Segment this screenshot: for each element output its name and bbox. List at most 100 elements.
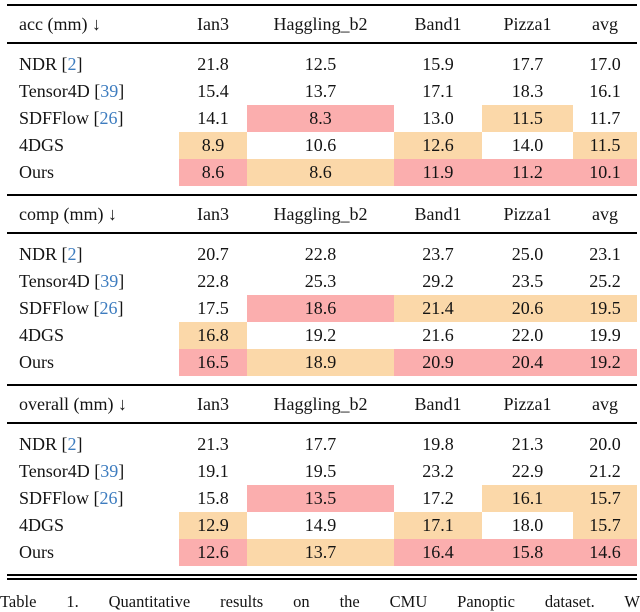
column-header: Haggling_b2 bbox=[273, 13, 368, 34]
table-row: Ours 16.5 18.9 20.9 20.4 19.2 bbox=[7, 349, 637, 376]
value-cell: 17.1 bbox=[394, 512, 482, 539]
method-cell: SDFFlow [26] bbox=[7, 295, 179, 322]
column-header: Band1 bbox=[414, 13, 462, 34]
column-header: Ian3 bbox=[197, 13, 229, 34]
method-name: SDFFlow bbox=[19, 108, 90, 128]
method-name: NDR bbox=[19, 244, 58, 264]
column-header: Pizza1 bbox=[503, 393, 552, 414]
method-cell: SDFFlow [26] bbox=[7, 105, 179, 132]
value-cell: 13.7 bbox=[304, 81, 337, 101]
value-cell: 20.4 bbox=[482, 349, 573, 376]
value-cell: 15.9 bbox=[422, 54, 454, 74]
header-rule bbox=[7, 42, 637, 44]
method-name: Tensor4D bbox=[19, 461, 90, 481]
value-cell: 11.5 bbox=[573, 132, 637, 159]
value-cell: 22.9 bbox=[511, 461, 544, 481]
value-cell: 15.8 bbox=[197, 488, 229, 508]
value-cell: 13.7 bbox=[247, 539, 394, 566]
value-cell: 13.5 bbox=[247, 485, 394, 512]
table-row: Ours 8.6 8.6 11.9 11.2 10.1 bbox=[7, 159, 637, 186]
cite-bracket-close: ] bbox=[76, 244, 83, 264]
value-cell: 23.5 bbox=[511, 271, 544, 291]
citation-link[interactable]: 39 bbox=[100, 461, 119, 481]
citation-link[interactable]: 39 bbox=[100, 271, 119, 291]
value-cell: 17.5 bbox=[197, 298, 229, 318]
method-name: NDR bbox=[19, 54, 58, 74]
cite-bracket-open: [ bbox=[89, 271, 101, 291]
value-cell: 11.9 bbox=[394, 159, 482, 186]
value-cell: 15.7 bbox=[573, 485, 637, 512]
value-cell: 20.0 bbox=[589, 434, 621, 454]
method-name: 4DGS bbox=[19, 135, 65, 155]
method-name: 4DGS bbox=[19, 515, 65, 535]
column-header: Ian3 bbox=[197, 203, 229, 224]
value-cell: 22.8 bbox=[197, 271, 229, 291]
citation-link[interactable]: 2 bbox=[67, 244, 77, 264]
value-cell: 17.2 bbox=[422, 488, 454, 508]
table-body: NDR [2] 21.8 12.5 15.9 17.7 17.0 Tensor4D [39]… bbox=[7, 44, 637, 194]
value-cell: 18.6 bbox=[247, 295, 394, 322]
header-row: comp (mm) ↓ Ian3 Haggling_b2 Band1 Pizza1 avg bbox=[7, 196, 637, 232]
value-cell: 22.8 bbox=[304, 244, 337, 264]
table-body: NDR [2] 20.7 22.8 23.7 25.0 23.1 Tensor4D [39]… bbox=[7, 234, 637, 384]
value-cell: 21.4 bbox=[394, 295, 482, 322]
citation-link[interactable]: 26 bbox=[99, 108, 118, 128]
cite-bracket-close: ] bbox=[117, 108, 124, 128]
method-name: Ours bbox=[19, 542, 54, 562]
method-cell: NDR [2] bbox=[7, 241, 179, 268]
value-cell: 17.7 bbox=[304, 434, 337, 454]
cite-bracket-close: ] bbox=[76, 54, 83, 74]
value-cell: 20.6 bbox=[482, 295, 573, 322]
column-header: Haggling_b2 bbox=[273, 203, 368, 224]
method-cell: NDR [2] bbox=[7, 431, 179, 458]
value-cell: 19.2 bbox=[304, 325, 337, 345]
value-cell: 14.1 bbox=[197, 108, 229, 128]
value-cell: 15.7 bbox=[573, 512, 637, 539]
header-row: acc (mm) ↓ Ian3 Haggling_b2 Band1 Pizza1 avg bbox=[7, 6, 637, 42]
table-row: 4DGS 12.9 14.9 17.1 18.0 15.7 bbox=[7, 512, 637, 539]
value-cell: 14.9 bbox=[304, 515, 337, 535]
citation-link[interactable]: 26 bbox=[99, 488, 118, 508]
method-cell: 4DGS bbox=[7, 512, 179, 539]
value-cell: 10.1 bbox=[573, 159, 637, 186]
column-header: Band1 bbox=[414, 393, 462, 414]
value-cell: 21.2 bbox=[589, 461, 621, 481]
cite-bracket-close: ] bbox=[118, 271, 125, 291]
value-cell: 16.8 bbox=[179, 322, 247, 349]
column-header: Haggling_b2 bbox=[273, 393, 368, 414]
citation-link[interactable]: 26 bbox=[99, 298, 118, 318]
toprule bbox=[7, 4, 637, 6]
metric-label: acc (mm) ↓ bbox=[19, 13, 101, 34]
value-cell: 17.0 bbox=[589, 54, 621, 74]
method-cell: 4DGS bbox=[7, 322, 179, 349]
toprule bbox=[7, 194, 637, 196]
cite-bracket-close: ] bbox=[117, 298, 124, 318]
cite-bracket-close: ] bbox=[117, 488, 124, 508]
value-cell: 17.7 bbox=[511, 54, 544, 74]
method-name: Tensor4D bbox=[19, 271, 90, 291]
method-name: 4DGS bbox=[19, 325, 65, 345]
value-cell: 16.1 bbox=[482, 485, 573, 512]
value-cell: 29.2 bbox=[422, 271, 454, 291]
value-cell: 16.5 bbox=[179, 349, 247, 376]
value-cell: 11.2 bbox=[482, 159, 573, 186]
method-name: SDFFlow bbox=[19, 298, 90, 318]
method-name: Ours bbox=[19, 352, 54, 372]
value-cell: 23.2 bbox=[422, 461, 454, 481]
column-header: avg bbox=[592, 393, 618, 414]
column-header: avg bbox=[592, 203, 618, 224]
cite-bracket-close: ] bbox=[118, 461, 125, 481]
method-cell: Ours bbox=[7, 539, 179, 566]
cite-bracket-close: ] bbox=[76, 434, 83, 454]
cite-bracket-open: [ bbox=[89, 298, 100, 318]
value-cell: 20.7 bbox=[197, 244, 229, 264]
citation-link[interactable]: 39 bbox=[100, 81, 119, 101]
table-row: Tensor4D [39] 15.4 13.7 17.1 18.3 16.1 bbox=[7, 78, 637, 105]
value-cell: 25.3 bbox=[304, 271, 337, 291]
citation-link[interactable]: 2 bbox=[67, 54, 77, 74]
value-cell: 11.5 bbox=[482, 105, 573, 132]
table-row: SDFFlow [26] 14.1 8.3 13.0 11.5 11.7 bbox=[7, 105, 637, 132]
table-row: Tensor4D [39] 22.8 25.3 29.2 23.5 25.2 bbox=[7, 268, 637, 295]
method-cell: Tensor4D [39] bbox=[7, 268, 179, 295]
citation-link[interactable]: 2 bbox=[67, 434, 77, 454]
